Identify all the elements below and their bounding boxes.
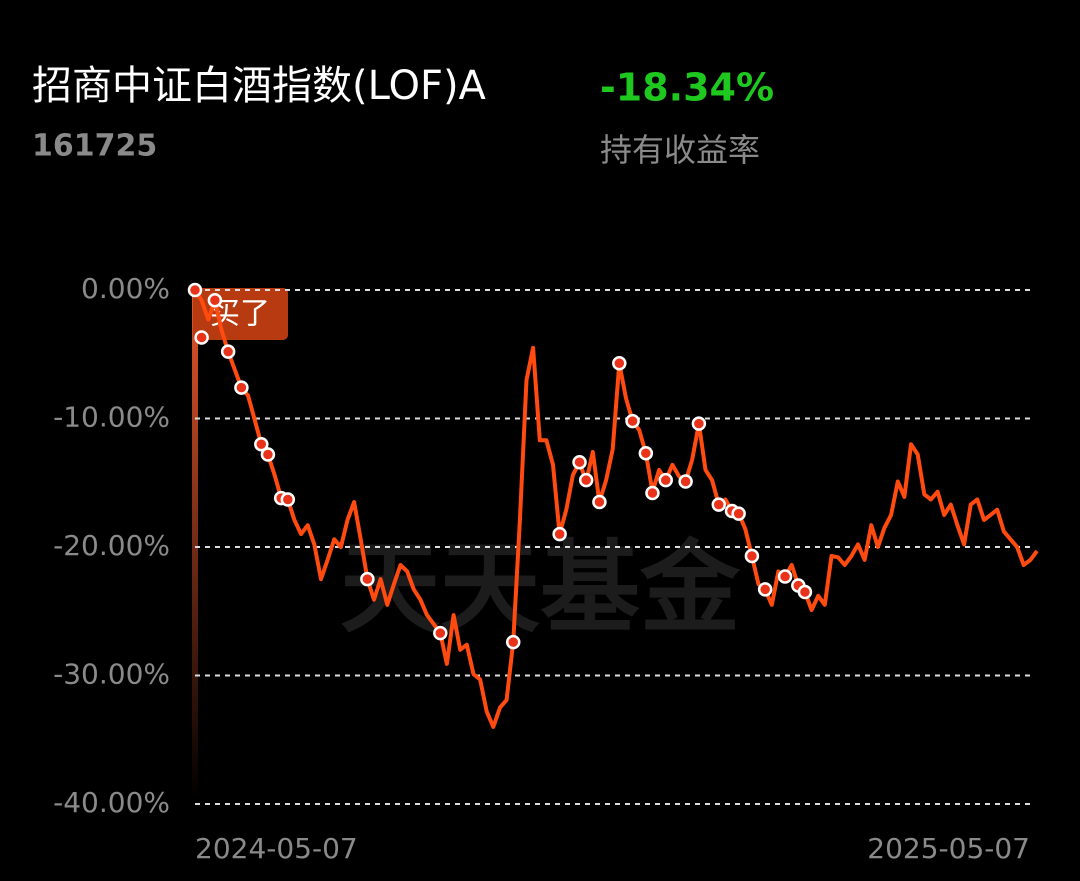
buy-marker — [592, 494, 607, 510]
buy-marker — [207, 293, 223, 308]
buy-marker — [797, 584, 813, 600]
x-tick-label: 2024-05-07 — [195, 832, 358, 865]
buy-marker — [777, 569, 793, 584]
return-value: -18.34% — [600, 66, 774, 110]
x-tick-label: 2025-05-07 — [867, 832, 1030, 865]
line — [193, 288, 1039, 729]
chart-title: 招商中证白酒指数(LOF)A — [32, 63, 487, 109]
buy-marker — [260, 447, 276, 462]
buy-marker — [612, 355, 627, 371]
buy-marker — [572, 454, 587, 470]
y-tick-label: -20.00% — [53, 529, 170, 562]
buy-marker — [280, 492, 296, 507]
buy-indicator — [192, 290, 198, 800]
buy-marker — [505, 634, 521, 650]
buy-marker — [360, 571, 375, 587]
buy-marker — [254, 436, 269, 452]
buy-marker — [187, 282, 203, 298]
buy-marker — [234, 380, 249, 395]
y-tick-label: -30.00% — [53, 658, 170, 691]
buy-marker — [744, 548, 760, 564]
buy-marker — [645, 485, 660, 501]
return-caption: 持有收益率 — [600, 131, 760, 169]
watermark: 天天基金 — [340, 529, 741, 646]
fund-code: 161725 — [32, 129, 157, 164]
buy-marker — [625, 413, 640, 429]
buy-marker — [731, 506, 746, 521]
buy-marker — [691, 416, 707, 431]
buy-marker — [711, 497, 727, 512]
buy-marker — [433, 625, 448, 641]
y-tick-label: 0.00% — [81, 272, 170, 305]
buy-marker — [220, 344, 236, 359]
buy-marker — [678, 474, 693, 489]
buy-marker — [552, 526, 567, 542]
y-tick-label: -40.00% — [53, 786, 170, 819]
buy-marker — [638, 445, 654, 461]
buy-marker — [757, 582, 773, 597]
y-tick-label: -10.00% — [53, 401, 170, 434]
buy-marker — [658, 472, 673, 488]
buy-marker — [578, 472, 594, 488]
buy-marker — [194, 330, 209, 345]
